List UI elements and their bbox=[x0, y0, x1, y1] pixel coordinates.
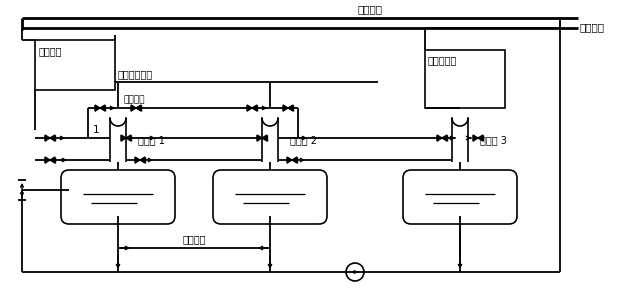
Polygon shape bbox=[257, 135, 262, 141]
Text: 除氧器 3: 除氧器 3 bbox=[480, 135, 507, 145]
FancyBboxPatch shape bbox=[61, 170, 175, 224]
Text: 除氧器 1: 除氧器 1 bbox=[138, 135, 165, 145]
FancyBboxPatch shape bbox=[213, 170, 327, 224]
Bar bbox=[35, 40, 115, 90]
Polygon shape bbox=[136, 105, 141, 111]
Polygon shape bbox=[140, 157, 145, 163]
Text: 软水母管: 软水母管 bbox=[39, 46, 63, 56]
Text: 高压软水母管: 高压软水母管 bbox=[118, 69, 153, 79]
Polygon shape bbox=[131, 105, 136, 111]
Polygon shape bbox=[50, 135, 55, 141]
Text: 汽平衡管: 汽平衡管 bbox=[123, 95, 144, 104]
Bar bbox=[425, 50, 505, 108]
Polygon shape bbox=[100, 105, 105, 111]
Polygon shape bbox=[442, 135, 447, 141]
Polygon shape bbox=[287, 157, 292, 163]
Polygon shape bbox=[478, 135, 483, 141]
Polygon shape bbox=[121, 135, 126, 141]
Polygon shape bbox=[283, 105, 288, 111]
FancyBboxPatch shape bbox=[403, 170, 517, 224]
Text: 蒸汽母管: 蒸汽母管 bbox=[357, 4, 382, 14]
Text: 水平衡管: 水平衡管 bbox=[182, 234, 206, 244]
Text: 厂用蒸汽: 厂用蒸汽 bbox=[580, 22, 605, 32]
Polygon shape bbox=[135, 157, 140, 163]
Polygon shape bbox=[126, 135, 131, 141]
Polygon shape bbox=[437, 135, 442, 141]
Polygon shape bbox=[50, 157, 55, 163]
Text: 凝结水母管: 凝结水母管 bbox=[428, 55, 457, 65]
Polygon shape bbox=[45, 157, 50, 163]
Text: 除氧器 2: 除氧器 2 bbox=[290, 135, 317, 145]
Polygon shape bbox=[247, 105, 252, 111]
Polygon shape bbox=[473, 135, 478, 141]
Polygon shape bbox=[95, 105, 100, 111]
Text: 1: 1 bbox=[93, 125, 99, 135]
Polygon shape bbox=[45, 135, 50, 141]
Polygon shape bbox=[292, 157, 297, 163]
Polygon shape bbox=[262, 135, 267, 141]
Polygon shape bbox=[288, 105, 293, 111]
Polygon shape bbox=[252, 105, 257, 111]
